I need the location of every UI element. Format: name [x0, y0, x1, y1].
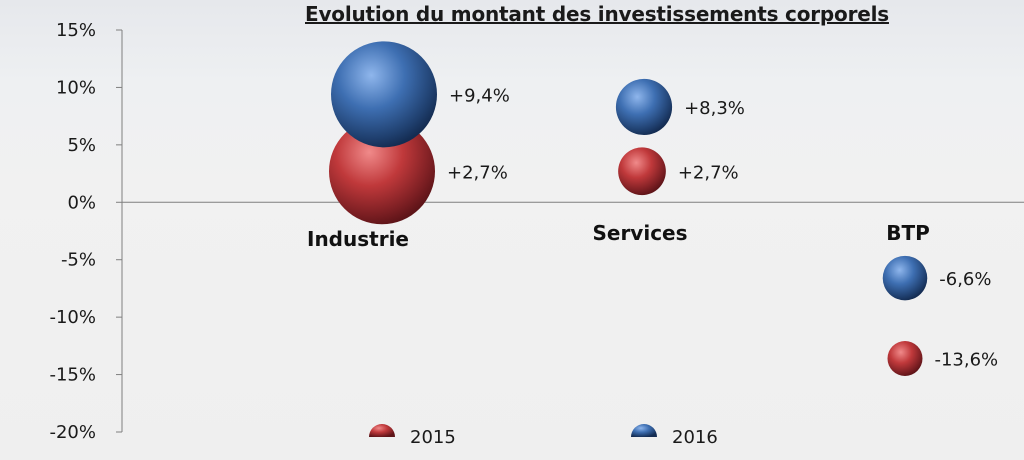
- y-tick-label: 10%: [56, 77, 96, 98]
- data-label: +9,4%: [449, 85, 510, 106]
- legend-label-2016: 2016: [672, 427, 718, 448]
- bubble-2015-btp: [887, 341, 923, 376]
- y-tick-label: 0%: [67, 192, 96, 213]
- bubble-2016-industrie: [331, 41, 437, 148]
- data-label: +8,3%: [684, 98, 745, 119]
- y-tick-label: -5%: [61, 250, 96, 271]
- data-label: +2,7%: [447, 162, 508, 183]
- bubble-2015-services: [618, 147, 666, 196]
- chart-title: Evolution du montant des investissements…: [305, 2, 889, 26]
- legend-marker-2016: [631, 424, 657, 437]
- bubbles: +2,7% +2,7% -13,6% +9,4% +8,3% -6,6%: [329, 41, 998, 376]
- legend-marker-2015: [369, 424, 395, 437]
- bubble-2016-btp: [882, 255, 928, 301]
- data-label: -13,6%: [934, 349, 998, 370]
- data-label: +2,7%: [678, 162, 739, 183]
- y-tick-label: -15%: [49, 365, 96, 386]
- y-tick-label: 5%: [67, 135, 96, 156]
- category-label: Industrie: [307, 227, 409, 251]
- y-tick-label: 15%: [56, 20, 96, 41]
- data-label: -6,6%: [939, 269, 991, 290]
- bubble-2016-services: [615, 78, 673, 136]
- category-label: BTP: [886, 221, 930, 245]
- bubble-2015-industrie: [329, 118, 435, 225]
- category-label: Services: [592, 221, 687, 245]
- legend: 2015 2016: [369, 424, 718, 448]
- axes: 15% 10% 5% 0% -5% -10% -15% -20% Industrie Servic…: [49, 20, 1024, 443]
- legend-label-2015: 2015: [410, 427, 456, 448]
- y-tick-label: -20%: [49, 422, 96, 443]
- y-tick-label: -10%: [49, 307, 96, 328]
